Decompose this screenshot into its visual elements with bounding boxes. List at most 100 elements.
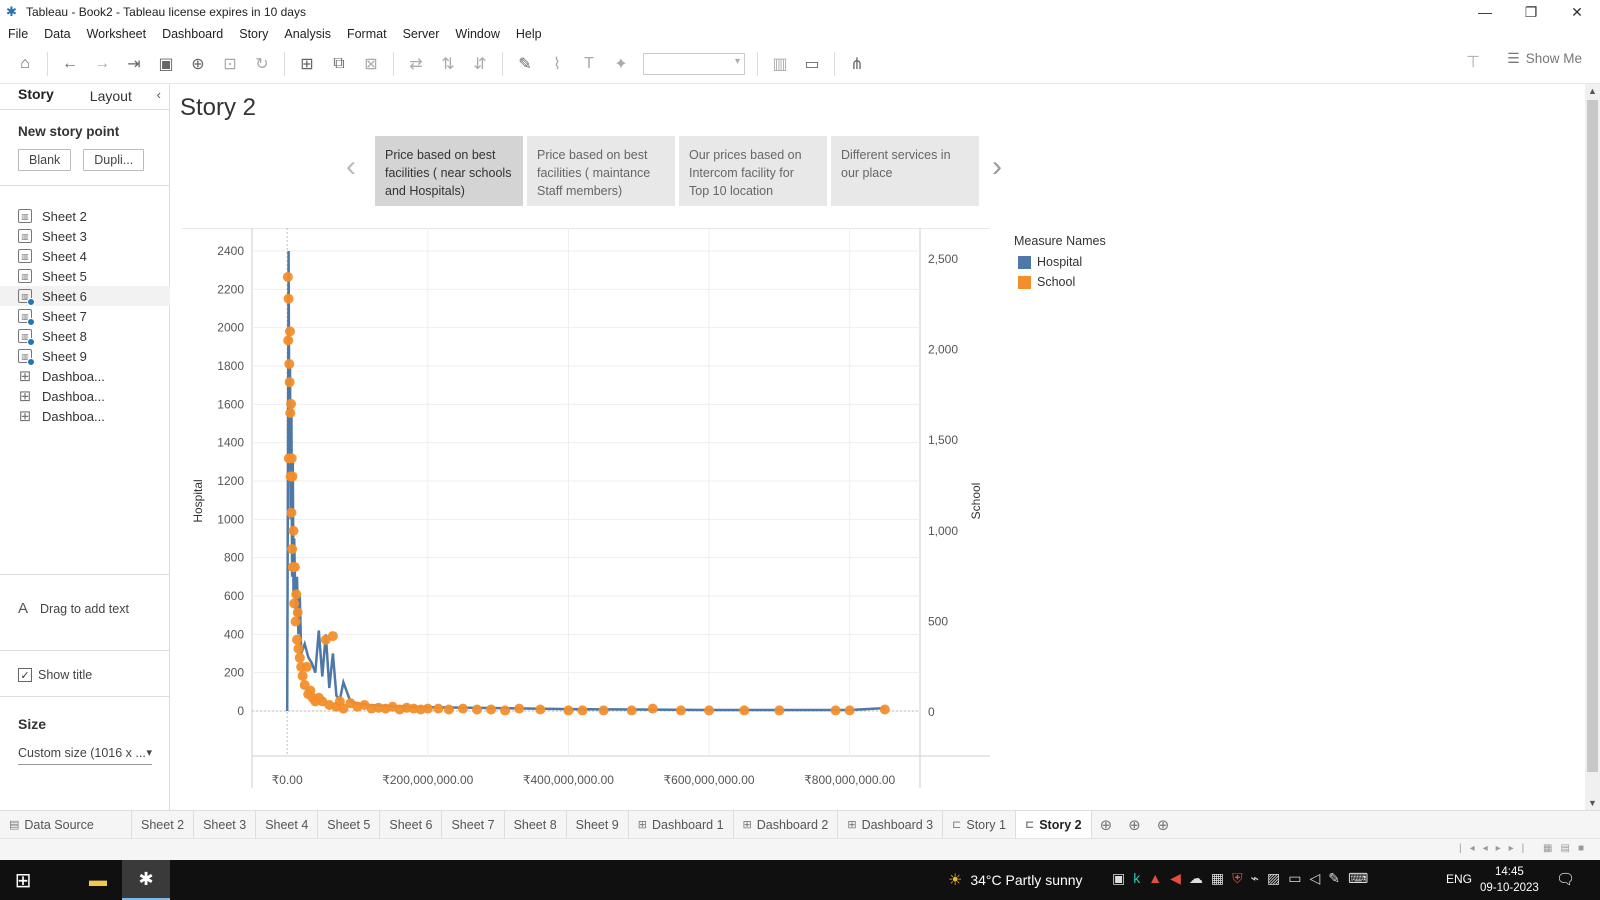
shield-icon[interactable]: ⛨ [1232, 870, 1243, 886]
size-dropdown[interactable]: Custom size (1016 x ... [18, 746, 152, 765]
sheet-list-item[interactable]: ▥ Sheet 5 [18, 266, 169, 286]
new-story-icon[interactable]: ⊕ [1156, 816, 1170, 834]
network-icon[interactable]: ▭ [1288, 870, 1302, 886]
sheet-tab[interactable]: Sheet 3 [194, 810, 257, 839]
story-point-1[interactable]: Price based on best facilities ( near sc… [375, 136, 523, 206]
warning-icon[interactable]: ▲ [1148, 870, 1163, 886]
highlight-icon[interactable]: ✎ [518, 55, 532, 73]
story-point-2[interactable]: Price based on best facilities ( maintan… [527, 136, 675, 206]
close-button[interactable]: ✕ [1571, 3, 1583, 20]
drag-to-add-text[interactable]: A Drag to add text [18, 600, 129, 617]
save-icon[interactable]: ▣ [158, 55, 174, 73]
clear-icon[interactable]: ⊠ [364, 55, 378, 73]
usb-icon[interactable]: ⌁ [1250, 870, 1260, 886]
tray-app-icon[interactable]: ▨ [1267, 870, 1281, 886]
tableau-taskbar-icon[interactable]: ✱ [122, 860, 170, 900]
fix-axes-icon[interactable]: ✦ [614, 55, 628, 73]
new-datasource-icon[interactable]: ⊕ [191, 55, 205, 73]
story-point-3[interactable]: Our prices based on Intercom facility fo… [679, 136, 827, 206]
language-indicator[interactable]: ENG [1446, 872, 1473, 886]
next-story-point-icon[interactable]: › [992, 150, 1002, 183]
new-worksheet-icon[interactable]: ⊕ [1099, 816, 1113, 834]
sheet-tab[interactable]: Sheet 5 [318, 810, 381, 839]
legend-item-school[interactable]: School [1014, 272, 1106, 292]
sheet-tab[interactable]: ⊏ Story 1 [943, 810, 1016, 839]
tray-app-icon[interactable]: ◀ [1170, 870, 1181, 886]
keyboard-icon[interactable]: ⌨ [1348, 870, 1369, 886]
sheet-tab[interactable]: Sheet 4 [256, 810, 319, 839]
sheet-tab[interactable]: Sheet 7 [442, 810, 505, 839]
sheet-list-item[interactable]: ▥ Sheet 4 [18, 246, 169, 266]
weather-widget[interactable]: ☀ 34°C Partly sunny [948, 870, 1083, 890]
tab-story[interactable]: Story [0, 86, 72, 109]
menu-help[interactable]: Help [515, 27, 542, 41]
refresh-icon[interactable]: ↻ [255, 55, 269, 73]
sheet-list-item[interactable]: ▥ Sheet 8 [18, 326, 169, 346]
file-explorer-icon[interactable]: ▬ [89, 869, 107, 890]
cloud-icon[interactable]: ☁ [1188, 870, 1203, 886]
duplicate-button[interactable]: Dupli... [83, 149, 145, 171]
menu-story[interactable]: Story [239, 27, 269, 41]
minimize-button[interactable]: — [1478, 4, 1492, 20]
sheet-tab[interactable]: ▤ Data Source [0, 810, 132, 839]
notification-center-icon[interactable]: 🗨 [1556, 871, 1576, 888]
tray-app-icon[interactable]: k [1133, 870, 1141, 886]
new-worksheet-icon[interactable]: ⊞ [300, 55, 314, 73]
collapse-panel-icon[interactable]: ‹ [156, 87, 161, 102]
sheet-tab[interactable]: ⊞ Dashboard 1 [629, 810, 734, 839]
menu-format[interactable]: Format [346, 27, 387, 41]
pin-icon[interactable]: ⊤ [1466, 54, 1480, 71]
menu-dashboard[interactable]: Dashboard [162, 27, 224, 41]
sheet-tab[interactable]: Sheet 8 [505, 810, 567, 839]
blank-button[interactable]: Blank [18, 149, 72, 171]
sheet-tab[interactable]: Sheet 9 [567, 810, 629, 839]
undo-icon[interactable]: ← [62, 54, 78, 72]
menu-file[interactable]: File [8, 27, 29, 41]
tab-layout[interactable]: Layout [89, 88, 132, 104]
sheet-tab[interactable]: ⊞ Dashboard 3 [838, 810, 944, 839]
status-navigation-icons[interactable]: |◂◂▸▸| ▦▤■ [1459, 843, 1592, 854]
sort-descending-icon[interactable]: ⇵ [473, 55, 487, 73]
share-icon[interactable]: ⋔ [850, 55, 864, 73]
sheet-list-item[interactable]: ▥ Sheet 7 [18, 306, 169, 326]
tray-app-icon[interactable]: ▣ [1112, 870, 1126, 886]
restore-button[interactable]: ❐ [1524, 3, 1538, 20]
swap-icon[interactable]: ⇄ [409, 55, 423, 73]
redo-icon[interactable]: → [94, 54, 110, 72]
group-icon[interactable]: ⌇ [553, 55, 561, 73]
scrollbar-thumb[interactable] [1587, 100, 1598, 772]
sheet-list-item[interactable]: ▥ Sheet 6 [0, 286, 170, 306]
sheet-tab[interactable]: Sheet 2 [132, 810, 195, 839]
home-icon[interactable]: ⌂ [20, 54, 30, 72]
show-me-button[interactable]: ☰ Show Me [1507, 50, 1582, 67]
story-point-4[interactable]: Different services in our place [831, 136, 979, 206]
menu-data[interactable]: Data [44, 27, 71, 41]
scroll-down-icon[interactable]: ▼ [1588, 798, 1597, 808]
show-title-checkbox[interactable]: ✓ Show title [18, 668, 92, 682]
previous-story-point-icon[interactable]: ‹ [346, 150, 356, 183]
sheet-list-item[interactable]: ⊞ Dashboa... [18, 406, 169, 426]
menu-analysis[interactable]: Analysis [284, 27, 331, 41]
sheet-tab[interactable]: Sheet 6 [380, 810, 443, 839]
sheet-list-item[interactable]: ▥ Sheet 2 [18, 206, 169, 226]
windows-start-icon[interactable]: ⊞ [14, 869, 32, 892]
sheet-list-item[interactable]: ⊞ Dashboa... [18, 366, 169, 386]
sheet-list-item[interactable]: ▥ Sheet 9 [18, 346, 169, 366]
show-cards-icon[interactable]: ▥ [772, 55, 788, 73]
menu-worksheet[interactable]: Worksheet [86, 27, 147, 41]
sort-ascending-icon[interactable]: ⇅ [441, 55, 455, 73]
sheet-list-item[interactable]: ⊞ Dashboa... [18, 386, 169, 406]
replay-icon[interactable]: ⇥ [127, 55, 141, 73]
sheet-list-item[interactable]: ▥ Sheet 3 [18, 226, 169, 246]
menu-window[interactable]: Window [455, 27, 500, 41]
new-dashboard-icon[interactable]: ⊕ [1128, 816, 1141, 834]
vertical-scrollbar[interactable]: ▲ ▼ [1585, 84, 1600, 810]
menu-server[interactable]: Server [402, 27, 440, 41]
legend-item-hospital[interactable]: Hospital [1014, 252, 1106, 272]
fit-dropdown[interactable] [643, 52, 745, 75]
volume-muted-icon[interactable]: ◁ [1309, 870, 1321, 886]
sheet-tab[interactable]: ⊏ Story 2 [1015, 810, 1092, 839]
sheet-tab[interactable]: ⊞ Dashboard 2 [734, 810, 839, 839]
pause-updates-icon[interactable]: ⊡ [223, 55, 237, 73]
scroll-up-icon[interactable]: ▲ [1588, 86, 1597, 96]
